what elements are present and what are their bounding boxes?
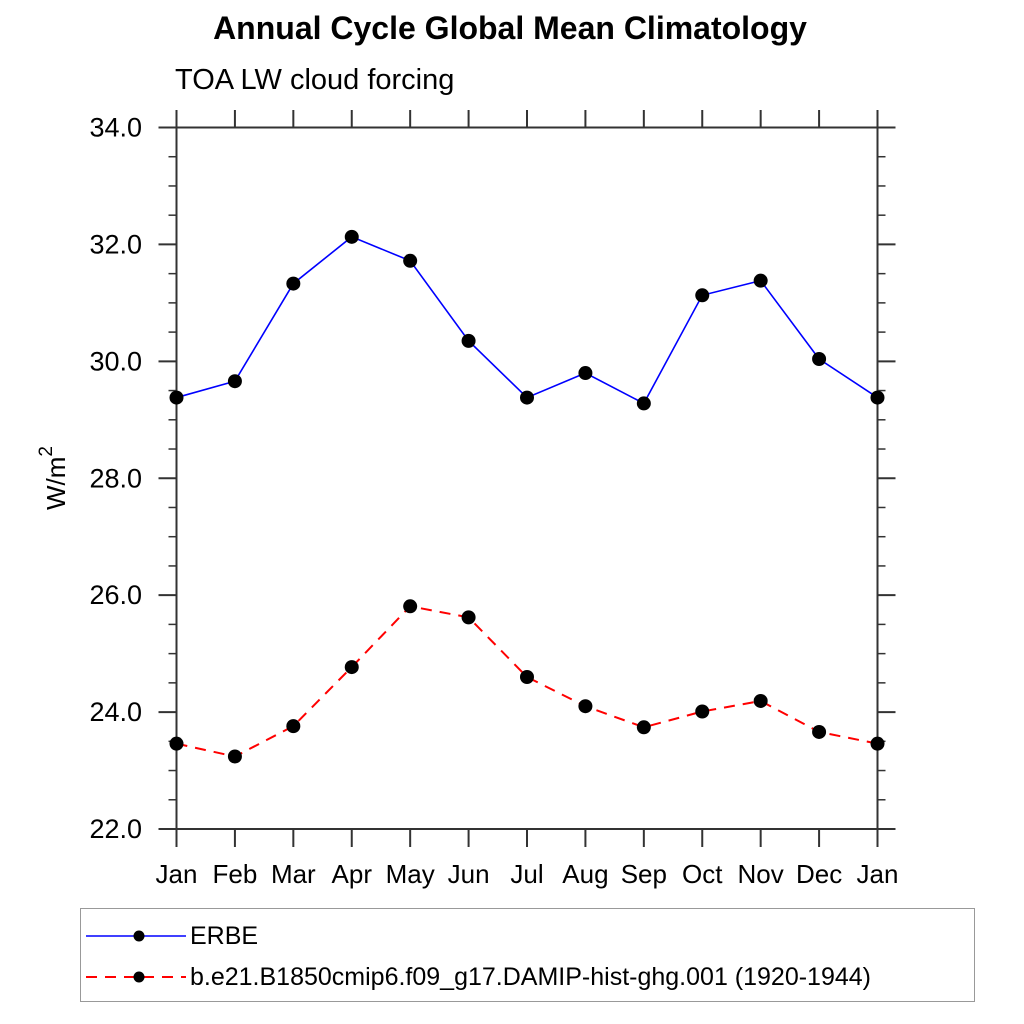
x-tick-label: Aug [562, 859, 608, 889]
series-marker-0 [169, 390, 184, 405]
series-marker-1 [870, 736, 885, 751]
legend-label-model: b.e21.B1850cmip6.f09_g17.DAMIP-hist-ghg.… [190, 962, 871, 991]
x-tick-label: Nov [738, 859, 784, 889]
y-tick-label: 28.0 [89, 463, 142, 493]
series-marker-1 [695, 704, 710, 719]
series-marker-1 [636, 720, 651, 735]
x-tick-label: Jan [857, 859, 899, 889]
legend-label-erbe: ERBE [190, 921, 259, 950]
series-marker-1 [227, 749, 242, 764]
x-tick-label: Jul [510, 859, 543, 889]
series-marker-1 [403, 599, 418, 614]
series-marker-1 [344, 660, 359, 675]
x-tick-label: May [386, 859, 435, 889]
series-marker-0 [520, 390, 534, 405]
x-tick-label: Apr [332, 859, 373, 889]
legend-row-model: b.e21.B1850cmip6.f09_g17.DAMIP-hist-ghg.… [86, 955, 871, 999]
chart-title: Annual Cycle Global Mean Climatology [213, 10, 807, 46]
legend: ERBE b.e21.B1850cmip6.f09_g17.DAMIP-hist… [80, 908, 975, 1002]
x-tick-label: Oct [682, 859, 723, 889]
series-marker-0 [403, 253, 418, 268]
y-tick-label: 32.0 [89, 229, 142, 259]
series-line-0 [176, 235, 878, 405]
series-marker-1 [520, 670, 534, 685]
series-marker-0 [812, 351, 827, 366]
series-marker-1 [461, 610, 476, 625]
series-marker-0 [695, 288, 710, 303]
series-marker-0 [753, 273, 768, 288]
x-tick-label: Jan [156, 859, 198, 889]
series-marker-0 [636, 396, 651, 411]
y-tick-label: 26.0 [89, 580, 142, 610]
y-tick-label: 34.0 [89, 113, 142, 143]
series-marker-1 [812, 724, 827, 739]
legend-row-erbe: ERBE [86, 914, 258, 958]
x-tick-label: Dec [796, 859, 842, 889]
chart-subtitle: TOA LW cloud forcing [175, 64, 455, 96]
series-marker-0 [286, 276, 301, 291]
y-tick-label: 22.0 [89, 814, 142, 844]
x-tick-label: Mar [271, 859, 316, 889]
series-marker-0 [344, 229, 359, 244]
y-tick-label: 30.0 [89, 346, 142, 376]
series-marker-1 [753, 693, 768, 708]
series-marker-1 [286, 719, 301, 734]
x-tick-label: Jun [448, 859, 490, 889]
x-tick-label: Feb [213, 859, 258, 889]
legend-line-sample-model [86, 971, 186, 983]
series-marker-0 [870, 390, 885, 405]
series-marker-0 [227, 374, 242, 389]
series-marker-0 [461, 333, 476, 348]
y-tick-label: 24.0 [89, 697, 142, 727]
series-marker-1 [169, 736, 184, 751]
x-tick-label: Sep [621, 859, 667, 889]
series-marker-1 [578, 699, 593, 714]
legend-line-sample-erbe [86, 930, 186, 942]
series-marker-0 [578, 366, 593, 381]
